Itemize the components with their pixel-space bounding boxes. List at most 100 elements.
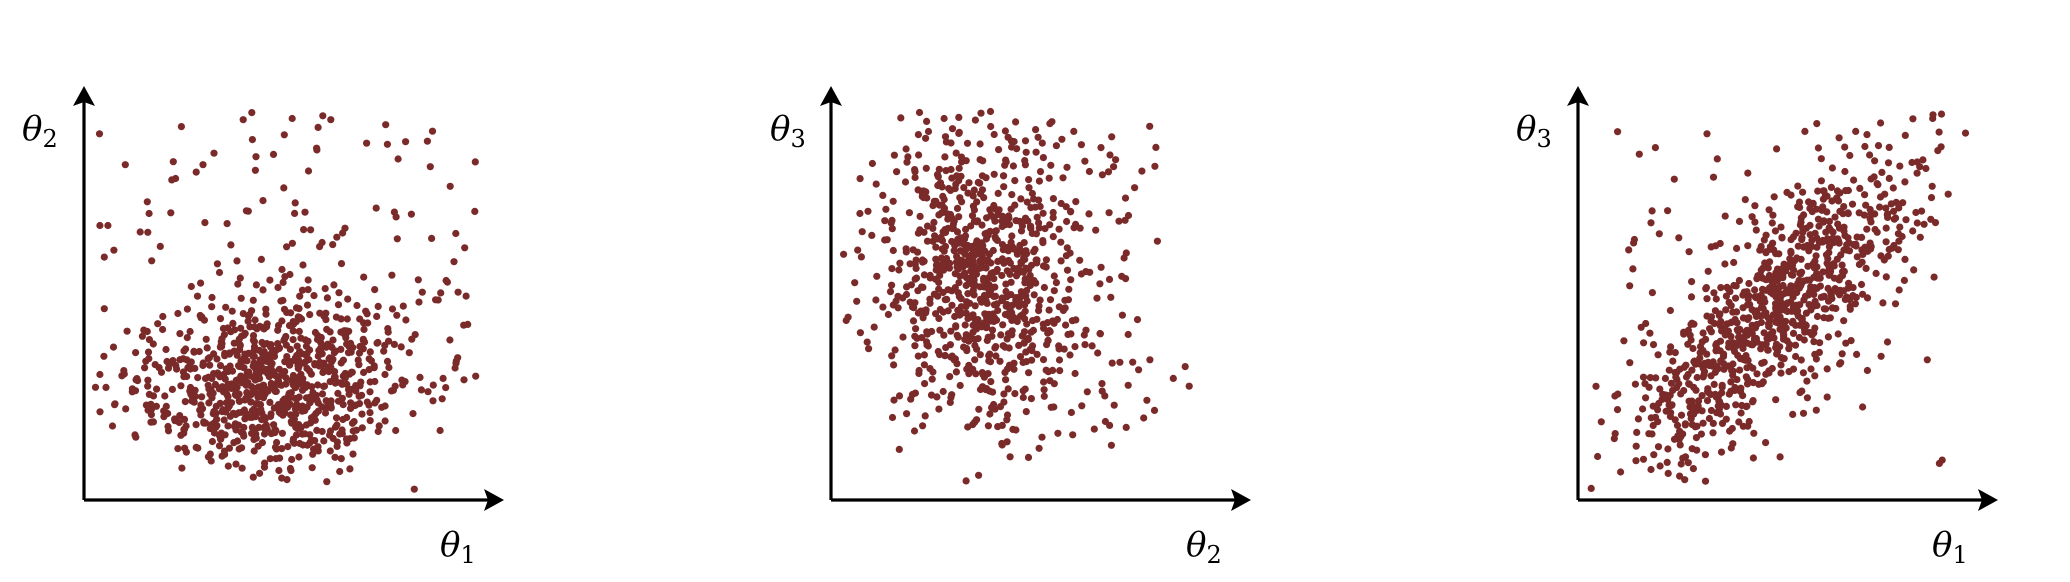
scatter-point <box>193 292 202 300</box>
scatter-point <box>1789 410 1797 418</box>
scatter-point <box>1796 389 1804 397</box>
scatter-point <box>308 464 316 472</box>
scatter-point <box>326 447 334 455</box>
scatter-point <box>1699 329 1707 337</box>
scatter-point <box>1654 443 1663 451</box>
scatter-point <box>1040 392 1048 400</box>
scatter-point <box>1707 328 1715 336</box>
scatter-point <box>1656 462 1664 470</box>
scatter-point <box>1759 264 1767 272</box>
scatter-point <box>1693 446 1701 454</box>
scatter-point <box>955 113 963 121</box>
scatter-point <box>1836 189 1844 197</box>
scatter-point <box>299 441 307 449</box>
scatter-point <box>1049 214 1057 222</box>
scatter-point <box>1688 366 1696 374</box>
scatter-point <box>307 414 316 422</box>
scatter-point <box>274 283 282 292</box>
scatter-point <box>156 242 164 250</box>
scatter-point <box>321 409 330 417</box>
scatter-point <box>960 343 968 351</box>
scatter-point <box>1185 382 1193 390</box>
scatter-point <box>1820 217 1828 225</box>
scatter-point <box>304 276 312 284</box>
scatter-point <box>355 349 364 357</box>
scatter-point <box>393 235 401 243</box>
scatter-point <box>108 422 117 430</box>
scatter-point <box>1885 143 1893 151</box>
scatter-point <box>291 209 299 217</box>
scatter-point <box>1830 260 1838 268</box>
scatter-point <box>313 144 321 152</box>
scatter-point <box>1665 366 1673 374</box>
scatter-point <box>1646 374 1654 382</box>
scatter-point <box>1822 305 1830 313</box>
scatter-point <box>237 294 245 302</box>
scatter-point <box>1050 272 1058 280</box>
scatter-point <box>1780 355 1788 363</box>
scatter-point <box>1025 184 1033 192</box>
scatter-point <box>326 427 335 435</box>
scatter-point <box>1853 350 1861 358</box>
scatter-point <box>1108 359 1116 367</box>
scatter-point <box>994 423 1002 431</box>
scatter-point <box>138 332 146 340</box>
scatter-point <box>1844 210 1852 218</box>
scatter-point <box>247 398 255 406</box>
scatter-point <box>1862 264 1870 272</box>
scatter-point <box>134 377 142 385</box>
scatter-point <box>1749 379 1757 387</box>
scatter-point <box>180 425 188 433</box>
scatter-point <box>286 270 294 279</box>
scatter-point <box>1736 366 1744 374</box>
scatter-point <box>1729 440 1737 448</box>
scatter-point <box>1777 369 1785 377</box>
scatter-point <box>971 356 979 364</box>
scatter-point <box>333 233 341 241</box>
scatter-point <box>304 337 312 345</box>
scatter-point <box>1772 293 1780 301</box>
scatter-point <box>373 339 381 347</box>
scatter-point <box>1823 365 1831 373</box>
scatter-point <box>953 204 962 212</box>
scatter-point <box>937 233 945 241</box>
scatter-point <box>1823 259 1831 267</box>
scatter-point <box>1027 328 1035 336</box>
scatter-point <box>1762 249 1770 257</box>
scatter-point <box>288 419 296 427</box>
scatter-point <box>1848 200 1857 208</box>
scatter-point <box>1789 293 1797 301</box>
scatter-point <box>296 348 304 356</box>
scatter-point <box>299 375 307 383</box>
scatter-point <box>1840 203 1848 211</box>
scatter-point <box>984 370 992 378</box>
scatter-point <box>417 386 425 394</box>
scatter-point <box>1930 273 1938 281</box>
scatter-point <box>936 326 944 334</box>
scatter-point <box>233 351 241 359</box>
scatter-point <box>1710 319 1719 328</box>
scatter-point <box>1626 359 1634 367</box>
scatter-point <box>1850 176 1858 184</box>
scatter-point <box>1003 267 1011 275</box>
scatter-point <box>1823 237 1831 245</box>
scatter-point <box>208 303 216 311</box>
scatter-point <box>153 385 161 393</box>
scatter-point <box>919 422 927 430</box>
scatter-point <box>159 312 167 321</box>
x-axis-label: θ1 <box>440 525 476 569</box>
scatter-point <box>1697 430 1705 438</box>
scatter-point <box>181 398 189 406</box>
scatter-point <box>1779 301 1787 309</box>
scatter-point <box>199 161 207 169</box>
scatter-point <box>1655 230 1663 238</box>
scatter-point <box>1716 310 1724 318</box>
scatter-point <box>280 336 288 344</box>
scatter-point <box>978 221 986 229</box>
scatter-point <box>1666 306 1674 315</box>
scatter-point <box>270 384 278 392</box>
scatter-point <box>248 307 256 315</box>
scatter-point <box>373 312 381 320</box>
scatter-point <box>1727 319 1735 327</box>
scatter-point <box>1789 271 1797 279</box>
